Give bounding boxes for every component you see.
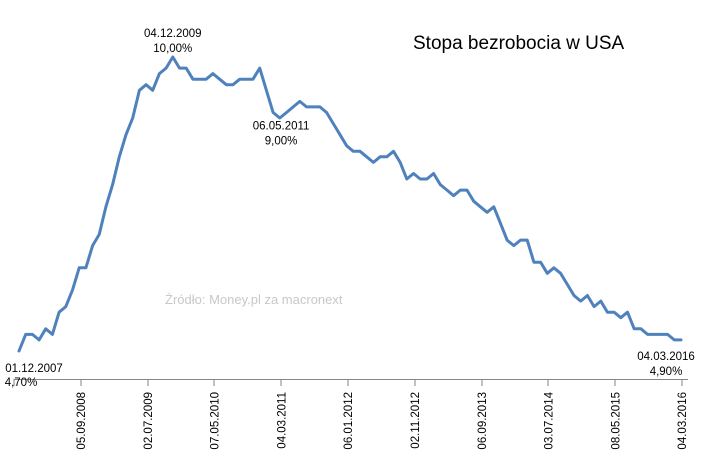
annotation-value: 4,90% (650, 366, 683, 378)
chart-source: Źródło: Money.pl za macronext (165, 292, 343, 307)
annotation-date: 04.12.2009 (144, 28, 202, 40)
x-tick-label: 05.09.2008 (76, 392, 88, 450)
annotation-date: 04.03.2016 (637, 351, 695, 363)
annotation-date: 06.05.2011 (253, 121, 310, 133)
chart-title: Stopa bezrobocia w USA (413, 33, 625, 54)
x-tick-labels: 05.09.2008 02.07.2009 07.05.2010 04.03.2011… (76, 391, 689, 449)
annotation-value: 9,00% (265, 136, 298, 148)
x-tick-label: 04.03.2016 (677, 392, 689, 450)
x-tick-label: 03.07.2014 (544, 391, 556, 449)
annotations: 01.12.2007 4,70% 04.12.2009 10,00% 06.05.201… (5, 28, 695, 389)
x-tick-label: 08.05.2015 (610, 392, 622, 450)
annotation-date: 01.12.2007 (5, 363, 63, 375)
x-tick-label: 02.07.2009 (143, 392, 155, 450)
x-tick-label: 04.03.2011 (276, 392, 288, 449)
x-tick-label: 07.05.2010 (210, 392, 222, 450)
x-tick-label: 06.01.2012 (343, 392, 355, 450)
series-line (17, 55, 683, 353)
x-axis-ticks (13, 379, 683, 386)
annotation-value: 4,70% (5, 377, 38, 389)
x-tick-label: 02.11.2012 (410, 392, 422, 449)
annotation-value: 10,00% (153, 43, 192, 55)
x-tick-label: 06.09.2013 (477, 392, 489, 450)
